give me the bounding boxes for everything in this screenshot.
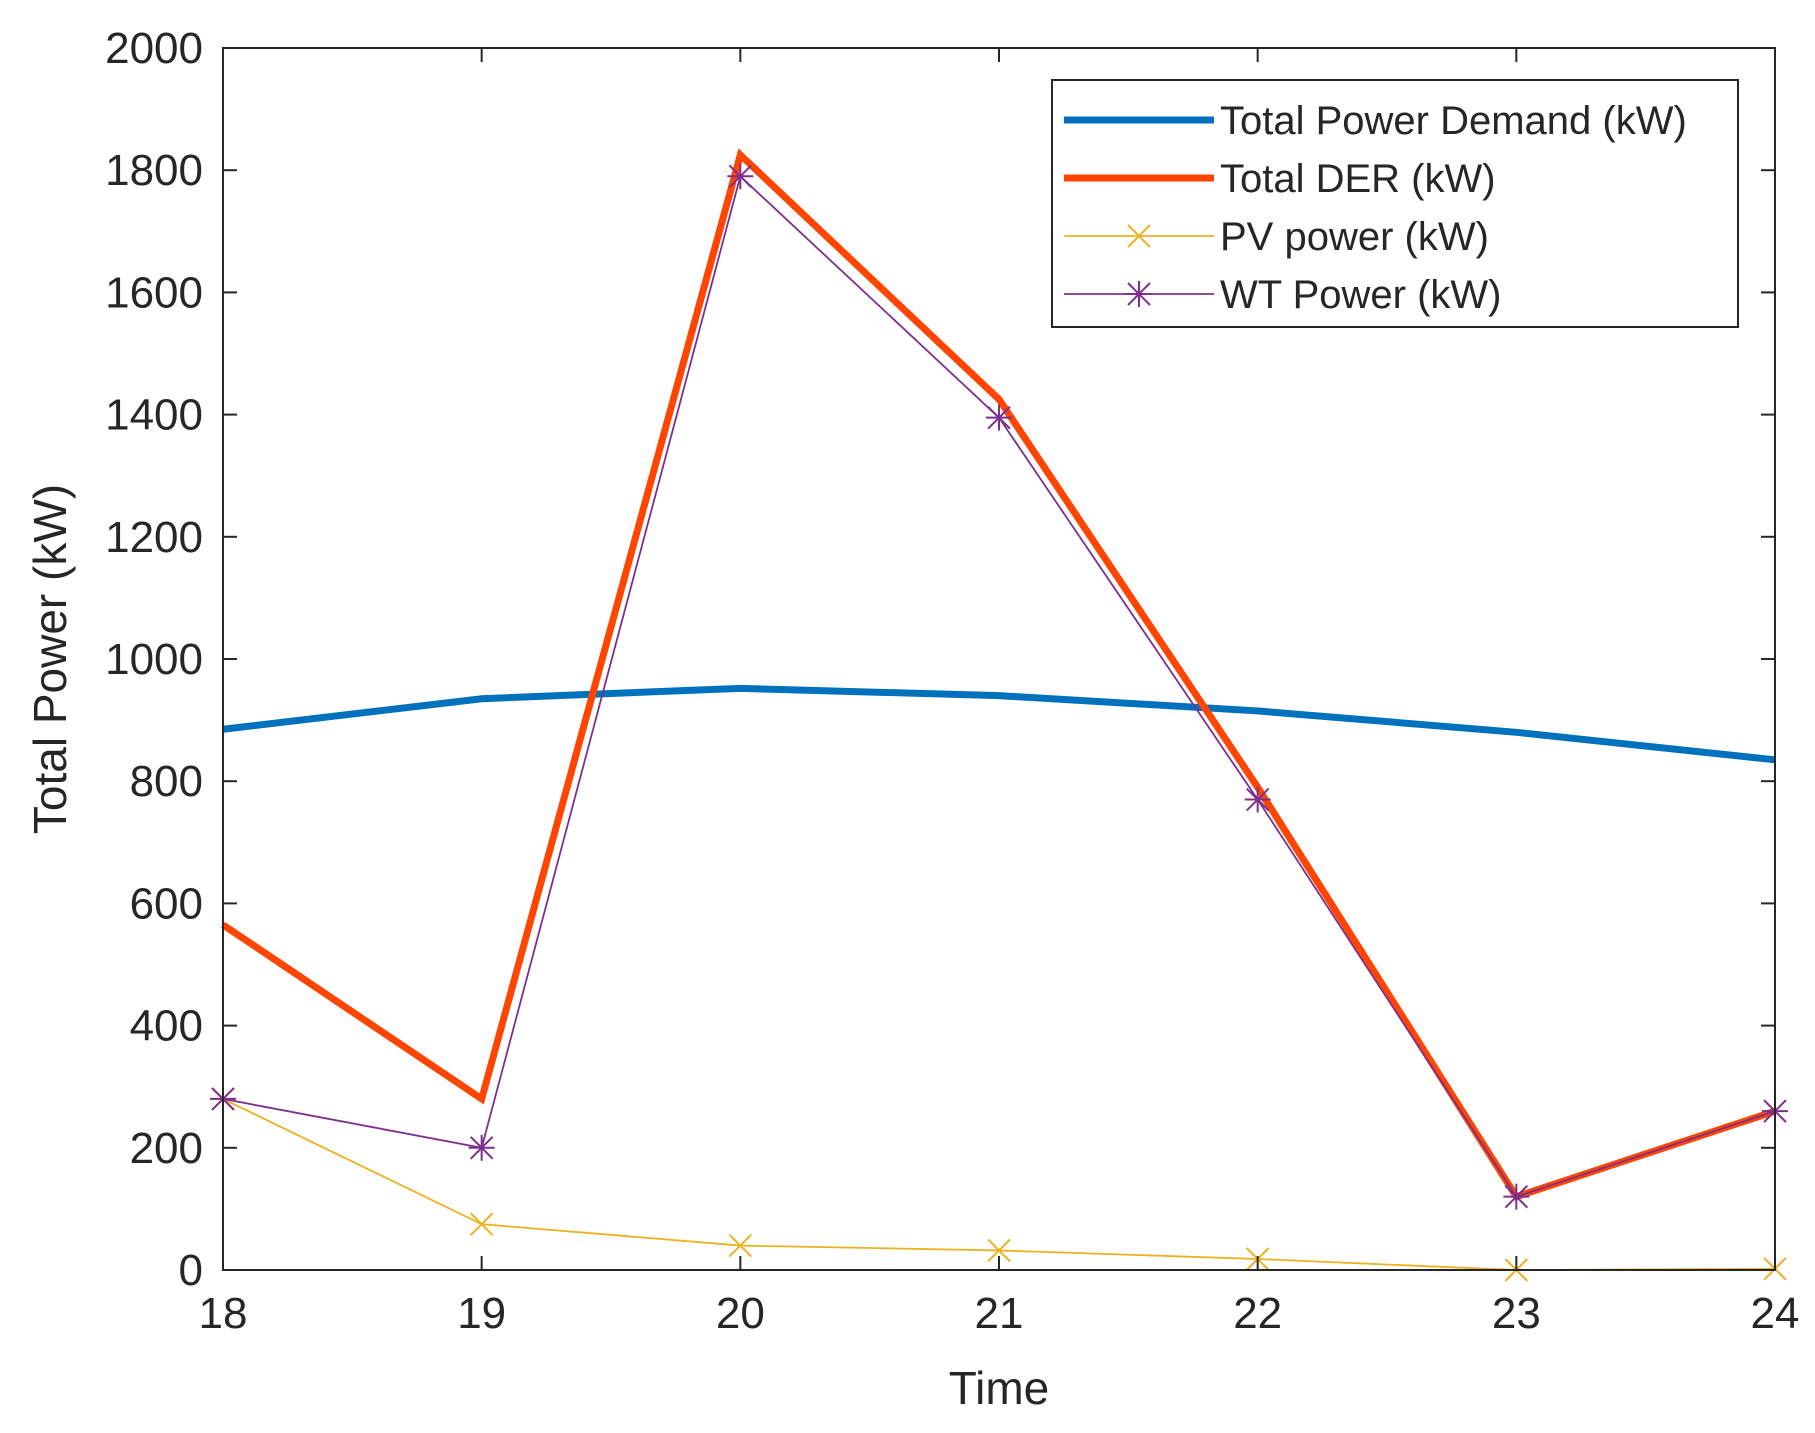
data-point xyxy=(728,1233,753,1258)
x-axis-title: Time xyxy=(949,1362,1050,1414)
data-point xyxy=(986,404,1012,431)
data-point xyxy=(468,1134,495,1161)
series-layer xyxy=(210,148,1788,1282)
legend-label: PV power (kW) xyxy=(1220,215,1489,259)
data-point xyxy=(1244,786,1271,813)
x-tick-label: 23 xyxy=(1492,1289,1541,1338)
data-point xyxy=(727,163,754,190)
x-tick-label: 21 xyxy=(975,1289,1024,1338)
marker-stroke xyxy=(1127,224,1151,248)
legend-item: Total DER (kW) xyxy=(1064,157,1496,201)
series-total-power-demand xyxy=(222,684,1776,764)
legend-item: PV power (kW) xyxy=(1064,215,1489,259)
x-tick-label: 20 xyxy=(716,1289,765,1338)
marker-stroke xyxy=(728,1233,753,1258)
y-tick-label: 600 xyxy=(130,879,203,928)
legend-item: WT Power (kW) xyxy=(1064,273,1501,317)
axes-layer: 18 19 20 21 22 23 24 0 200 400 600 800 1000 1200 1400 1… xyxy=(105,24,1799,1338)
legend-marker xyxy=(1126,281,1152,307)
y-tick-label: 1400 xyxy=(105,391,203,440)
x-tick-label: 19 xyxy=(457,1289,506,1338)
data-point xyxy=(987,1238,1011,1263)
y-tick-label: 400 xyxy=(130,1002,203,1051)
legend-label: Total DER (kW) xyxy=(1220,157,1496,201)
y-tick-label: 1200 xyxy=(105,513,203,562)
x-tick-label: 24 xyxy=(1751,1289,1800,1338)
marker-stroke xyxy=(469,1212,494,1236)
x-tick-label: 18 xyxy=(199,1289,248,1338)
y-tick-label: 1600 xyxy=(105,268,203,317)
y-tick-label: 0 xyxy=(179,1246,203,1295)
x-tick-label: 22 xyxy=(1233,1289,1282,1338)
y-axis-title: Total Power (kW) xyxy=(24,484,76,834)
legend-label: WT Power (kW) xyxy=(1220,273,1501,317)
y-tick-label: 800 xyxy=(130,757,203,806)
y-tick-label: 2000 xyxy=(105,24,203,73)
legend-label: Total Power Demand (kW) xyxy=(1220,99,1687,143)
y-tick-label: 200 xyxy=(130,1124,203,1173)
legend-item: Total Power Demand (kW) xyxy=(1064,99,1687,143)
marker-stroke xyxy=(987,1238,1011,1263)
legend: Total Power Demand (kW) Total DER (kW) PV … xyxy=(1051,79,1739,328)
data-point xyxy=(469,1212,494,1236)
data-point xyxy=(1503,1183,1530,1210)
y-tick-label: 1800 xyxy=(105,146,203,195)
legend-marker xyxy=(1127,224,1151,248)
series-line xyxy=(222,684,1776,764)
y-tick-label: 1000 xyxy=(105,635,203,684)
